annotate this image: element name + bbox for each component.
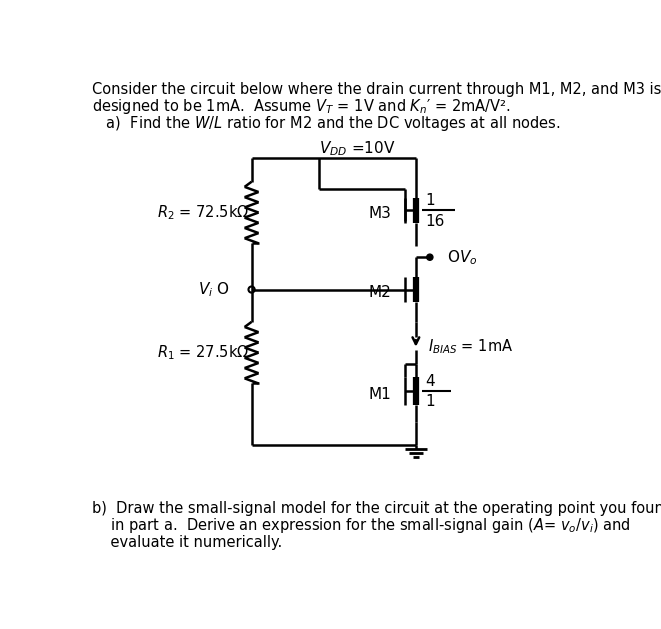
Text: b)  Draw the small-signal model for the circuit at the operating point you found: b) Draw the small-signal model for the c… [92, 501, 661, 516]
Text: $R_1$ = 27.5kΩ: $R_1$ = 27.5kΩ [157, 343, 250, 362]
Text: 1: 1 [425, 394, 435, 409]
Text: M3: M3 [368, 206, 391, 221]
Circle shape [427, 254, 433, 260]
Text: $V_{DD}$ =10V: $V_{DD}$ =10V [319, 139, 396, 158]
Text: in part a.  Derive an expression for the small-signal gain ($A$= $v_o$/$v_i$) an: in part a. Derive an expression for the … [92, 516, 631, 535]
Text: 1: 1 [425, 194, 435, 208]
Text: 16: 16 [425, 213, 445, 228]
Text: $R_2$ = 72.5kΩ: $R_2$ = 72.5kΩ [157, 203, 250, 222]
Text: 4: 4 [425, 374, 435, 389]
Text: designed to be 1mA.  Assume $V_T$ = 1V and $K_n$′ = 2mA/V².: designed to be 1mA. Assume $V_T$ = 1V an… [92, 97, 510, 116]
Text: O$V_o$: O$V_o$ [447, 248, 477, 267]
Text: evaluate it numerically.: evaluate it numerically. [92, 535, 282, 550]
Text: $V_i$ O: $V_i$ O [198, 280, 230, 299]
Text: $I_{BIAS}$ = 1mA: $I_{BIAS}$ = 1mA [428, 337, 514, 356]
Text: M1: M1 [368, 387, 391, 402]
Text: a)  Find the $W/L$ ratio for M2 and the DC voltages at all nodes.: a) Find the $W/L$ ratio for M2 and the D… [92, 114, 561, 133]
Text: M2: M2 [368, 285, 391, 300]
Text: Consider the circuit below where the drain current through M1, M2, and M3 is: Consider the circuit below where the dra… [92, 82, 661, 97]
